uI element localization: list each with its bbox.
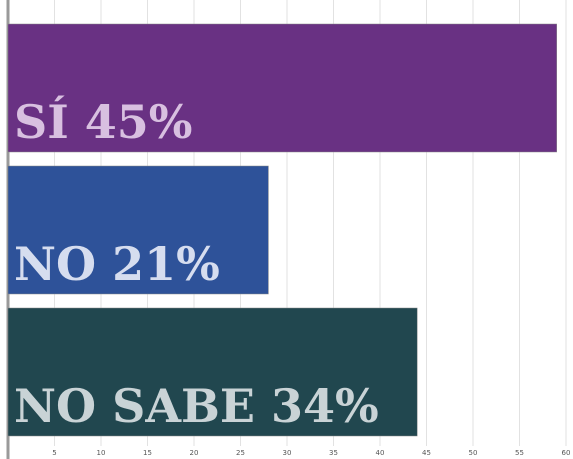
bar <box>7 23 557 153</box>
x-tick-label: 40 <box>376 449 385 457</box>
x-tick-label: 20 <box>190 449 199 457</box>
bar <box>7 307 418 437</box>
bar-label: NO SABE 34% <box>14 379 379 433</box>
x-tick-label: 35 <box>329 449 338 457</box>
x-tick-label: 45 <box>422 449 431 457</box>
x-tick-label: 15 <box>143 449 152 457</box>
x-tick-label: 25 <box>236 449 245 457</box>
x-tick-label: 55 <box>515 449 524 457</box>
bar-label: NO 21% <box>14 237 220 291</box>
x-tick-label: 30 <box>283 449 292 457</box>
x-tick-label: 60 <box>562 449 571 457</box>
x-tick-label: 50 <box>469 449 478 457</box>
x-tick-label: 10 <box>97 449 106 457</box>
x-tick-label: 5 <box>52 449 56 457</box>
bar-label: SÍ 45% <box>14 94 192 149</box>
bar <box>7 165 269 295</box>
